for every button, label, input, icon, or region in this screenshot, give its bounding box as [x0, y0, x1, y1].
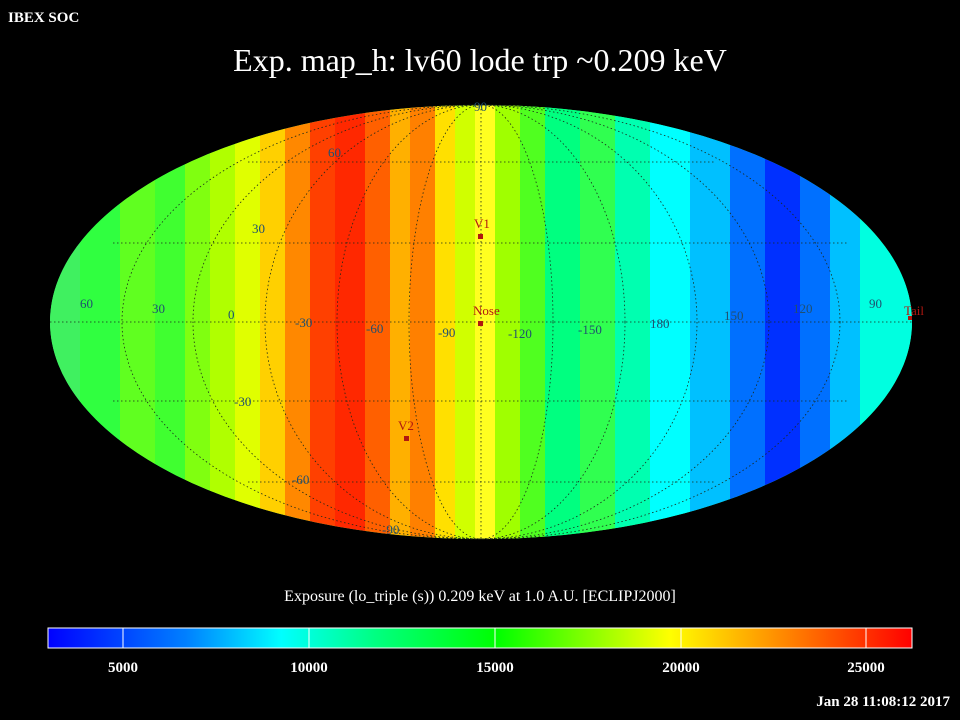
org-label: IBEX SOC	[8, 10, 80, 26]
lon-label-minus-60: -60	[366, 321, 383, 336]
v2-marker	[404, 436, 409, 441]
lat-label-minus-60: -60	[292, 472, 309, 487]
lon-label-120: 120	[793, 301, 813, 316]
lon-label-60: 60	[80, 296, 93, 311]
colorbar	[47, 627, 913, 649]
colorbar-tick-20000: 20000	[662, 660, 700, 676]
lat-label-minus-90: -90	[382, 522, 399, 537]
lon-label-0: 0	[228, 307, 235, 322]
lon-label-30: 30	[152, 301, 165, 316]
nose-marker	[478, 321, 483, 326]
grid-labels: 90 60 30 -30 -60 -90 60 30 0 -30 -60 -90…	[80, 99, 882, 537]
v1-label: V1	[474, 216, 490, 231]
tail-label: Tail	[904, 303, 924, 318]
v1-marker	[478, 234, 483, 239]
colorbar-label: Exposure (lo_triple (s)) 0.209 keV at 1.…	[284, 588, 676, 605]
v2-label: V2	[398, 418, 414, 433]
tail-marker	[908, 316, 912, 320]
marker-group: V1 Nose V2 Tail	[398, 216, 924, 441]
colorbar-tick-10000: 10000	[290, 660, 328, 676]
map-title: Exp. map_h: lv60 lode trp ~0.209 keV	[233, 42, 727, 78]
lat-label-30: 30	[252, 221, 265, 236]
nose-label: Nose	[473, 303, 500, 318]
graticule	[50, 104, 912, 540]
colorbar-tick-15000: 15000	[476, 660, 514, 676]
lat-label-minus-30: -30	[234, 394, 251, 409]
colorbar-tick-25000: 25000	[847, 660, 885, 676]
lon-label-90: 90	[869, 296, 882, 311]
lon-label-minus-150: -150	[578, 322, 602, 337]
lat-label-60: 60	[328, 145, 341, 160]
colorbar-tick-5000: 5000	[108, 660, 138, 676]
lon-label-minus-30: -30	[295, 315, 312, 330]
lon-label-minus-120: -120	[508, 326, 532, 341]
timestamp: Jan 28 11:08:12 2017	[816, 694, 950, 710]
lon-label-150: 150	[724, 308, 744, 323]
lon-label-180: 180	[650, 316, 670, 331]
lat-label-90: 90	[474, 99, 487, 114]
lon-label-minus-90: -90	[438, 325, 455, 340]
